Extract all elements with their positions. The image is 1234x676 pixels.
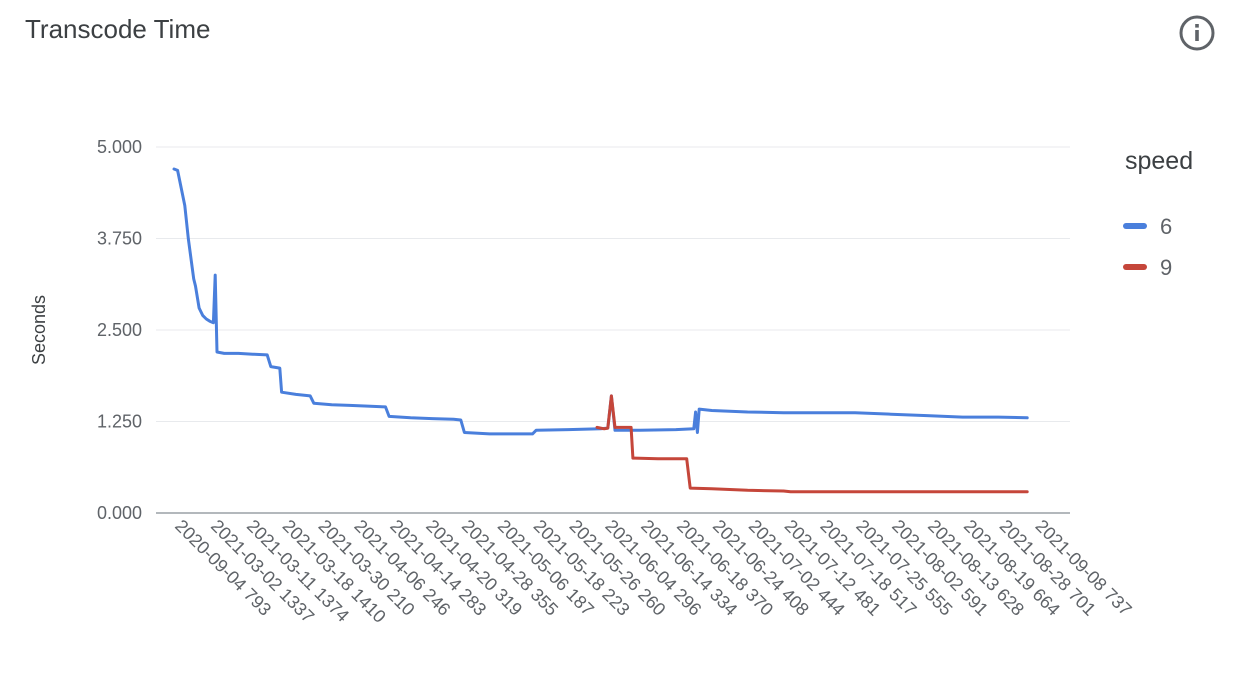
y-tick-label: 3.750 <box>97 229 142 249</box>
gridlines <box>156 147 1070 513</box>
legend-label: 9 <box>1160 255 1172 280</box>
y-axis-title: Seconds <box>29 295 49 365</box>
legend-items[interactable]: 69 <box>1126 214 1172 280</box>
y-tick-label: 0.000 <box>97 503 142 523</box>
y-tick-label: 2.500 <box>97 320 142 340</box>
legend-title: speed <box>1125 147 1193 175</box>
y-tick-label: 1.250 <box>97 412 142 432</box>
legend[interactable]: speed 69 <box>1125 147 1193 280</box>
y-axis-tick-labels: 0.000 1.250 2.500 3.750 5.000 <box>97 137 142 523</box>
series-line-9 <box>597 396 1027 492</box>
y-tick-label: 5.000 <box>97 137 142 157</box>
legend-label: 6 <box>1160 214 1172 239</box>
series-line-6 <box>174 169 1027 434</box>
